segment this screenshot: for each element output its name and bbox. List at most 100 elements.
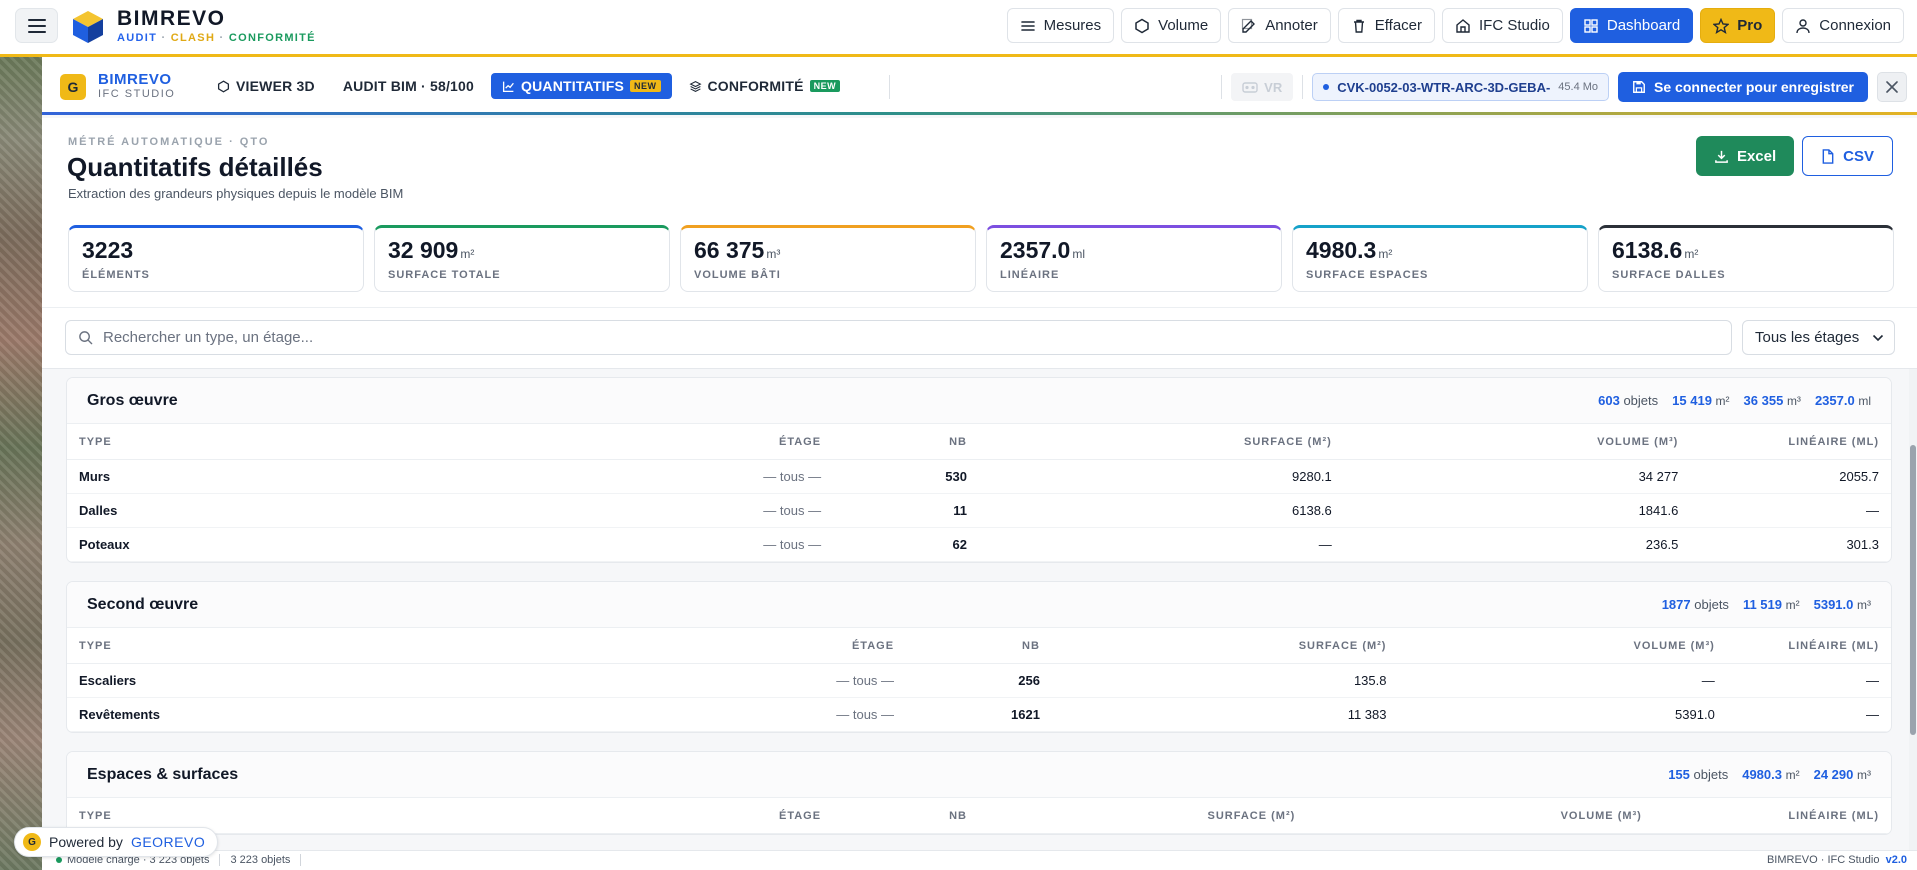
export-actions: Excel CSV: [1695, 136, 1893, 176]
brand-logo[interactable]: BIMREVO AUDIT · CLASH · CONFORMITÉ: [70, 8, 316, 45]
cell-etage: — tous —: [559, 527, 834, 562]
download-icon: [1715, 150, 1728, 163]
page-subtitle: Extraction des grandeurs physiques depui…: [68, 186, 404, 201]
col-type[interactable]: TYPE: [67, 797, 542, 834]
dashboard-button[interactable]: Dashboard: [1569, 8, 1694, 43]
cell-type: Poteaux: [67, 527, 560, 562]
col-lineaire[interactable]: LINÉAIRE (ML): [1726, 627, 1891, 664]
export-excel-button[interactable]: Excel: [1695, 136, 1795, 176]
top-navbar: BIMREVO AUDIT · CLASH · CONFORMITÉ Mesur…: [0, 0, 1917, 57]
export-csv-button[interactable]: CSV: [1802, 136, 1893, 176]
tab-audit-bim[interactable]: AUDIT BIM · 58/100: [342, 78, 475, 94]
group-title: Espaces & surfaces: [87, 765, 239, 783]
mesures-button[interactable]: Mesures: [1006, 8, 1115, 43]
kpi-label: ÉLÉMENTS: [82, 269, 150, 281]
table-header-row: TYPE ÉTAGE NB SURFACE (M²) VOLUME (M³) LINÉAI…: [67, 797, 1891, 834]
col-volume[interactable]: VOLUME (M³): [1398, 627, 1727, 664]
col-volume[interactable]: VOLUME (M³): [1343, 423, 1691, 460]
kpi-value: 3223: [82, 237, 134, 263]
volume-button[interactable]: Volume: [1121, 8, 1222, 43]
edit-icon: [1242, 18, 1256, 33]
hamburger-menu-button[interactable]: [15, 8, 58, 43]
divider: [219, 854, 221, 866]
app-version: BIMREVO · IFC Studio v2.0: [1766, 854, 1907, 866]
group-gros-oeuvre: Gros œuvre 603 objets 15 419 m² 36 355 m³ 23…: [66, 377, 1892, 563]
col-surface[interactable]: SURFACE (M²): [1051, 627, 1399, 664]
table-row[interactable]: Escaliers — tous —256 135.8— —: [67, 663, 1891, 698]
search-input[interactable]: [103, 329, 1703, 346]
col-etage[interactable]: ÉTAGE: [614, 627, 907, 664]
cell-etage: — tous —: [559, 459, 834, 494]
table-row[interactable]: Murs — tous —530 9280.1 34 277 2055.7: [67, 459, 1891, 494]
divider: [1302, 75, 1304, 99]
georevo-link[interactable]: GEOREVO: [130, 834, 206, 850]
studio-tabs: VIEWER 3D AUDIT BIM · 58/100 QUANTITATIF…: [206, 73, 851, 99]
col-etage[interactable]: ÉTAGE: [541, 797, 834, 834]
col-nb[interactable]: NB: [833, 423, 979, 460]
group-header[interactable]: Gros œuvre 603 objets 15 419 m² 36 355 m³ 23…: [67, 378, 1891, 423]
powered-by-badge[interactable]: G Powered by GEOREVO: [14, 827, 219, 857]
cell-type: Dalles: [67, 493, 560, 528]
file-name: CVK-0052-03-WTR-ARC-3D-GEBA-: [1337, 79, 1551, 95]
group-header[interactable]: Espaces & surfaces 155 objets 4980.3 m² 24 …: [67, 752, 1891, 797]
close-button[interactable]: [1877, 72, 1907, 102]
loaded-file-chip[interactable]: CVK-0052-03-WTR-ARC-3D-GEBA- 45.4 Mo: [1312, 73, 1610, 101]
close-icon: [1886, 81, 1898, 93]
cell-nb: 62: [833, 527, 979, 562]
group-espaces-surfaces: Espaces & surfaces 155 objets 4980.3 m² 24 …: [66, 751, 1892, 835]
stat-surface: 4980.3 m²: [1742, 767, 1800, 782]
star-icon: [1713, 17, 1730, 34]
connect-to-save-button[interactable]: Se connecter pour enregistrer: [1618, 72, 1868, 102]
user-icon: [1796, 18, 1810, 33]
grid-icon: [1584, 18, 1598, 33]
kpi-card: 3223 ÉLÉMENTS: [68, 225, 364, 292]
kpi-value: 4980.3 m²: [1306, 237, 1393, 263]
stat-volume: 5391.0 m³: [1813, 597, 1871, 612]
model-loaded-status: Modèle chargé · 3 223 objets: [56, 854, 209, 866]
vr-headset-icon: [1242, 81, 1258, 93]
ifc-studio-button[interactable]: IFC Studio: [1442, 8, 1563, 43]
stat-volume: 24 290 m³: [1813, 767, 1871, 782]
col-type[interactable]: TYPE: [67, 423, 560, 460]
cell-type: Murs: [67, 459, 560, 494]
vr-button[interactable]: VR: [1231, 73, 1294, 101]
connexion-button[interactable]: Connexion: [1782, 8, 1904, 43]
table-row[interactable]: Dalles — tous —11 6138.6 1841.6—: [67, 493, 1891, 528]
tab-conformite[interactable]: CONFORMITÉ NEW: [678, 73, 852, 99]
col-nb[interactable]: NB: [906, 627, 1052, 664]
col-surface[interactable]: SURFACE (M²): [978, 423, 1344, 460]
kpi-cards: 3223 ÉLÉMENTS 32 909 m² SURFACE TOTALE 66 375…: [68, 225, 1894, 292]
quantities-table: TYPE ÉTAGE NB SURFACE (M²) VOLUME (M³) LINÉAI…: [67, 627, 1891, 732]
brand-name: BIMREVO: [117, 7, 226, 30]
scrollbar-thumb[interactable]: [1910, 445, 1916, 735]
col-etage[interactable]: ÉTAGE: [559, 423, 834, 460]
cell-surface: 135.8: [1051, 663, 1399, 698]
table-row[interactable]: Poteaux — tous —62—236.5 301.3: [67, 527, 1891, 562]
group-second-oeuvre: Second œuvre 1877 objets 11 519 m² 5391.0 m…: [66, 581, 1892, 733]
col-lineaire[interactable]: LINÉAIRE (ML): [1653, 797, 1891, 834]
pro-button[interactable]: Pro: [1700, 8, 1776, 43]
tab-quantitatifs[interactable]: QUANTITATIFS NEW: [491, 73, 672, 99]
col-lineaire[interactable]: LINÉAIRE (ML): [1690, 423, 1891, 460]
annoter-button[interactable]: Annoter: [1228, 8, 1331, 43]
list-icon: [1020, 20, 1035, 31]
col-nb[interactable]: NB: [833, 797, 979, 834]
group-header[interactable]: Second œuvre 1877 objets 11 519 m² 5391.0 m…: [67, 582, 1891, 627]
col-type[interactable]: TYPE: [67, 627, 615, 664]
chart-line-icon: [502, 81, 514, 92]
cell-surface: 9280.1: [978, 459, 1344, 494]
kpi-label: LINÉAIRE: [1000, 269, 1060, 281]
cell-surface: 11 383: [1051, 697, 1399, 732]
tab-viewer-3d[interactable]: VIEWER 3D: [206, 73, 326, 99]
stat-objets: 603 objets: [1598, 393, 1659, 408]
new-badge: NEW: [630, 80, 661, 92]
col-surface[interactable]: SURFACE (M²): [978, 797, 1308, 834]
group-title: Gros œuvre: [87, 391, 178, 409]
stat-volume: 36 355 m³: [1743, 393, 1801, 408]
floor-select[interactable]: Tous les étages: [1742, 320, 1895, 355]
col-volume[interactable]: VOLUME (M³): [1307, 797, 1654, 834]
effacer-button[interactable]: Effacer: [1337, 8, 1435, 43]
table-row[interactable]: Revêtements — tous —1621 11 383 5391.0—: [67, 697, 1891, 732]
studio-header: G BIMREVO IFC STUDIO VIEWER 3D AUDIT BIM…: [42, 57, 1917, 115]
cell-lineaire: —: [1690, 493, 1891, 528]
